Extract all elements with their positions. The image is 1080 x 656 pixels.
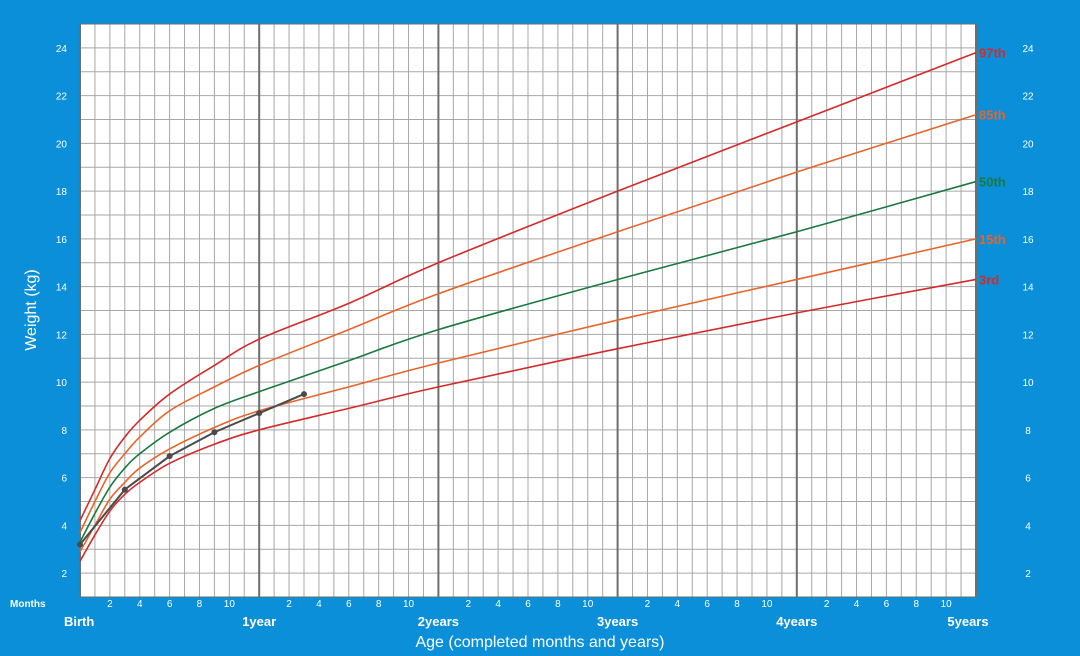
month-tick-label: 8: [197, 599, 203, 610]
month-tick-label: 6: [884, 599, 890, 610]
y-tick-label-left: 2: [61, 569, 67, 580]
y-tick-label-right: 14: [1022, 283, 1034, 294]
month-tick-label: 10: [582, 599, 594, 610]
month-tick-label: 2: [824, 599, 830, 610]
y-tick-label-right: 6: [1025, 474, 1031, 485]
y-tick-label-left: 24: [56, 44, 68, 55]
month-tick-label: 2: [465, 599, 471, 610]
y-tick-label-left: 6: [61, 474, 67, 485]
percentile-85th-label: 85th: [979, 108, 1006, 123]
year-label: 1year: [242, 614, 276, 629]
y-tick-label-right: 4: [1025, 521, 1031, 532]
measurement-point: [301, 391, 307, 398]
month-tick-label: 8: [376, 599, 382, 610]
year-label: 5years: [947, 614, 988, 629]
y-tick-label-left: 4: [61, 521, 67, 532]
grid: [79, 23, 977, 598]
y-tick-label-right: 16: [1022, 235, 1034, 246]
y-tick-label-left: 20: [56, 139, 68, 150]
percentile-curves: [79, 51, 977, 562]
month-tick-label: 8: [555, 599, 561, 610]
month-tick-label: 4: [137, 599, 143, 610]
y-tick-label-left: 18: [56, 187, 68, 198]
y-tick-label-right: 24: [1022, 44, 1034, 55]
measurement-point: [256, 410, 263, 417]
months-label: Months: [10, 599, 46, 610]
year-label: 2years: [418, 614, 459, 629]
percentile-3rd-line: [79, 278, 977, 562]
measurement-line: [79, 393, 305, 546]
measurement-point: [166, 453, 173, 460]
month-tick-label: 6: [704, 599, 710, 610]
measurement-point: [121, 486, 128, 493]
percentile-50th-line: [79, 180, 977, 543]
y-tick-label-right: 10: [1022, 378, 1034, 389]
month-tick-label: 10: [403, 599, 415, 610]
y-tick-label-right: 8: [1025, 426, 1031, 437]
month-tick-label: 2: [645, 599, 651, 610]
percentile-15th-label: 15th: [979, 232, 1006, 247]
month-tick-label: 2: [286, 599, 292, 610]
year-label: 4years: [776, 614, 817, 629]
month-tick-label: 6: [167, 599, 173, 610]
month-tick-label: 10: [761, 599, 773, 610]
month-tick-label: 4: [854, 599, 860, 610]
month-tick-label: 8: [913, 599, 919, 610]
y-tick-label-right: 22: [1022, 92, 1034, 103]
y-tick-label-left: 22: [56, 92, 68, 103]
y-tick-label-right: 2: [1025, 569, 1031, 580]
percentile-50th-label: 50th: [979, 175, 1006, 190]
measurement-point: [211, 429, 218, 436]
year-label: 3years: [597, 614, 638, 629]
y-tick-label-left: 10: [56, 378, 68, 389]
month-tick-label: 6: [346, 599, 352, 610]
y-tick-label-left: 12: [56, 330, 68, 341]
y-tick-label-left: 8: [61, 426, 67, 437]
y-tick-label-right: 12: [1022, 330, 1034, 341]
month-tick-label: 10: [224, 599, 236, 610]
month-tick-label: 4: [316, 599, 322, 610]
percentile-85th-line: [79, 113, 977, 533]
year-label: Birth: [64, 614, 94, 629]
y-tick-label-right: 18: [1022, 187, 1034, 198]
child-measurements: [77, 391, 307, 548]
month-tick-label: 4: [495, 599, 501, 610]
y-tick-label-right: 20: [1022, 139, 1034, 150]
percentile-97th-line: [79, 51, 977, 521]
month-tick-label: 6: [525, 599, 531, 610]
plot-border: [79, 23, 977, 598]
y-axis-label: Weight (kg): [23, 269, 40, 351]
y-tick-label-left: 14: [56, 283, 68, 294]
y-tick-label-left: 16: [56, 235, 68, 246]
measurement-point: [77, 541, 83, 548]
month-tick-label: 2: [107, 599, 113, 610]
percentile-3rd-label: 3rd: [979, 272, 999, 287]
month-tick-label: 10: [941, 599, 953, 610]
percentile-97th-label: 97th: [979, 46, 1006, 61]
x-axis-label: Age (completed months and years): [415, 634, 664, 651]
month-tick-label: 4: [675, 599, 681, 610]
month-tick-label: 8: [734, 599, 740, 610]
